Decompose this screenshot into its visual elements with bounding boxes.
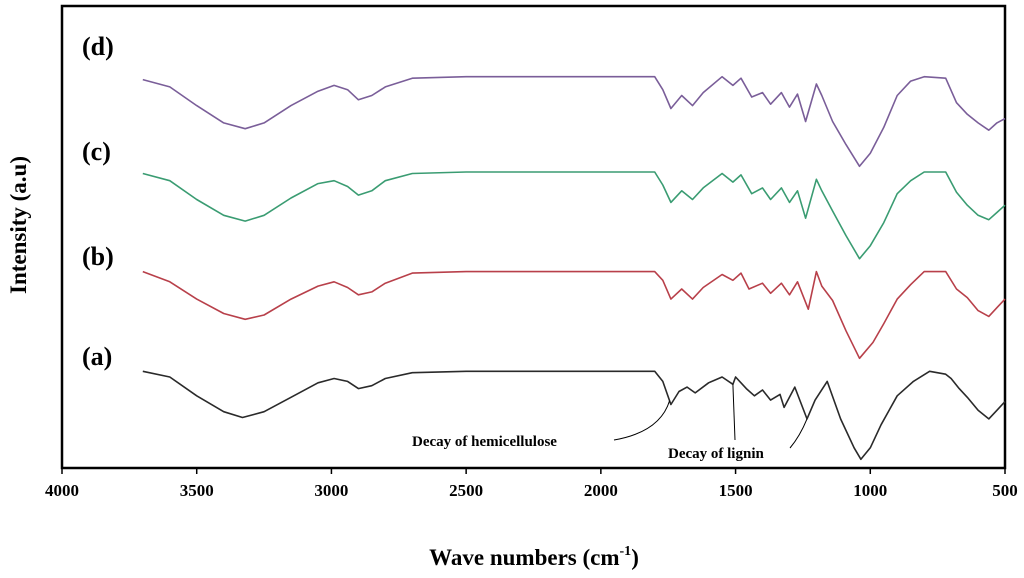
plot-frame bbox=[60, 4, 1007, 470]
x-tick-label: 3000 bbox=[314, 481, 348, 500]
x-axis-ticks: 4000 3500 3000 2500 2000 1500 1000 500 bbox=[45, 468, 1018, 500]
x-tick-label: 2000 bbox=[584, 481, 618, 500]
x-tick-label: 1000 bbox=[853, 481, 887, 500]
x-tick-label: 500 bbox=[992, 481, 1018, 500]
series-labels: (a) (b) (c) (d) bbox=[82, 32, 114, 371]
x-axis-title-end: ) bbox=[631, 545, 639, 570]
series-line-2 bbox=[142, 270, 1006, 360]
annotations: Decay of hemicellulose Decay of lignin bbox=[412, 384, 808, 462]
series-lines bbox=[142, 75, 1006, 461]
series-label: (a) bbox=[82, 342, 112, 371]
annotation-leader bbox=[732, 384, 736, 441]
annotation-leader bbox=[789, 418, 808, 449]
annotation-hemicellulose: Decay of hemicellulose bbox=[412, 434, 557, 450]
x-tick-label: 3500 bbox=[180, 481, 214, 500]
x-axis-title-sup: -1 bbox=[620, 544, 632, 559]
series-line-1 bbox=[142, 370, 1006, 461]
series-label: (b) bbox=[82, 242, 114, 271]
series-line-4 bbox=[142, 75, 1006, 168]
x-tick-label: 1500 bbox=[719, 481, 753, 500]
x-axis-title-main: Wave numbers (cm bbox=[429, 545, 619, 570]
x-tick-label: 2500 bbox=[449, 481, 483, 500]
series-label: (d) bbox=[82, 32, 114, 61]
y-axis-title: Intensity (a.u) bbox=[6, 156, 31, 294]
series-label: (c) bbox=[82, 137, 111, 166]
series-line-3 bbox=[142, 171, 1006, 260]
annotation-lignin: Decay of lignin bbox=[668, 446, 764, 462]
x-tick-label: 4000 bbox=[45, 481, 79, 500]
annotation-leader bbox=[613, 400, 671, 441]
x-axis-title: Wave numbers (cm-1) bbox=[429, 544, 639, 570]
